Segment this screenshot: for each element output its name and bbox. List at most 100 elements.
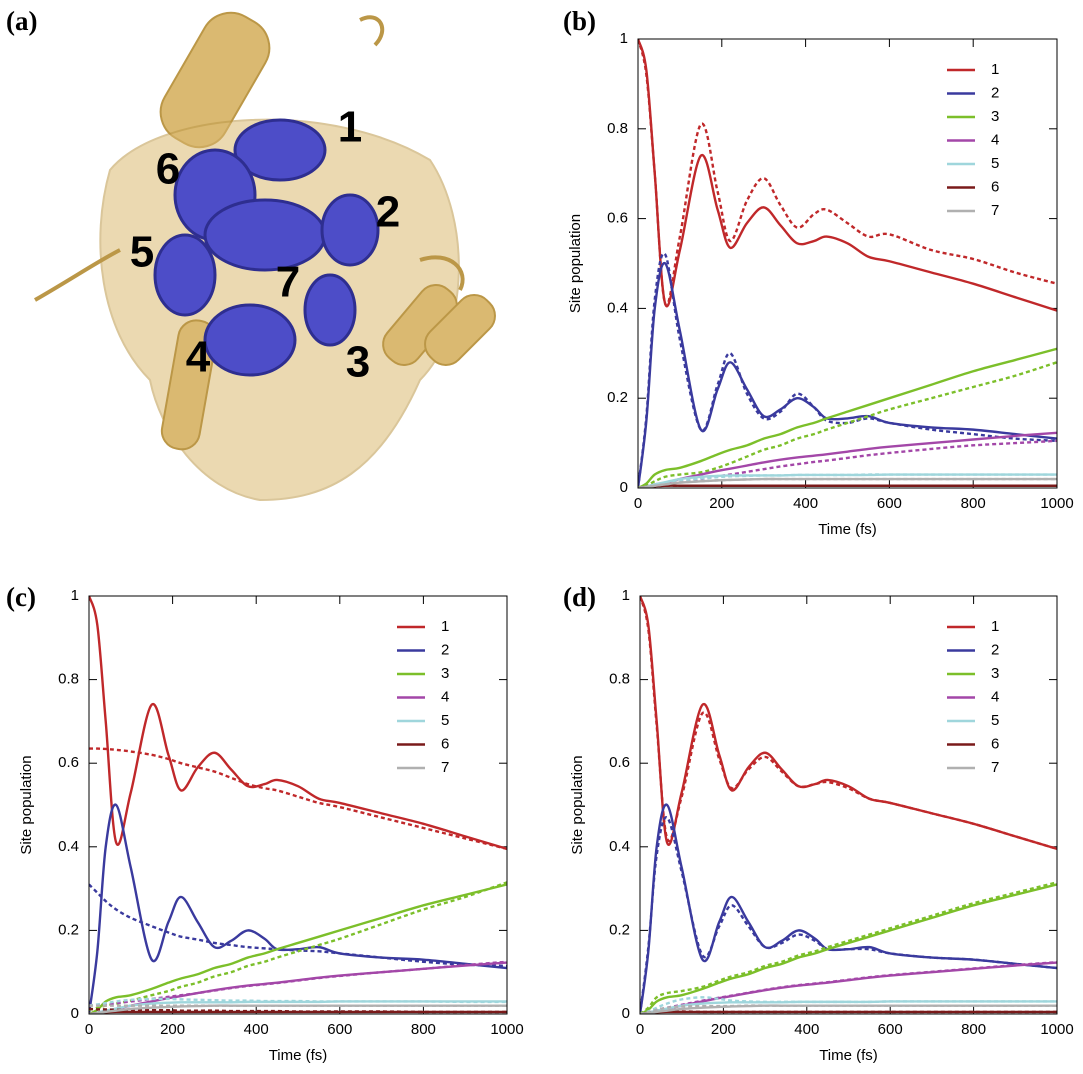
legend-label: 5 (991, 155, 999, 172)
legend-label: 3 (991, 665, 999, 682)
series-line (638, 477, 1057, 488)
series-line (89, 595, 507, 851)
x-tick-label: 1000 (1040, 495, 1073, 512)
y-tick-label: 0 (71, 1005, 79, 1022)
x-tick-label: 0 (634, 495, 642, 512)
fit-line (640, 881, 1057, 1014)
x-tick-label: 1000 (1040, 1021, 1073, 1038)
series-line (640, 595, 1057, 851)
y-axis-label: Site population (18, 755, 35, 854)
legend-label: 4 (991, 131, 999, 148)
legend-label: 5 (441, 712, 449, 729)
x-tick-label: 600 (877, 495, 902, 512)
y-tick-label: 0.4 (58, 838, 79, 855)
series-line (89, 1000, 507, 1014)
y-tick-label: 0.8 (609, 671, 630, 688)
site-label: 5 (130, 228, 154, 277)
y-tick-label: 0.6 (58, 754, 79, 771)
series-line (89, 1010, 507, 1014)
legend-label: 2 (991, 641, 999, 658)
legend-label: 2 (991, 84, 999, 101)
x-tick-label: 1000 (490, 1021, 523, 1038)
series-line (640, 1010, 1057, 1014)
y-tick-label: 1 (622, 587, 630, 604)
x-axis-label: Time (fs) (819, 1047, 878, 1064)
site-label: 7 (276, 258, 300, 307)
panel-label: (d) (563, 582, 596, 612)
y-tick-label: 0.8 (607, 120, 628, 137)
x-tick-label: 0 (636, 1021, 644, 1038)
y-tick-label: 0.6 (609, 754, 630, 771)
series-line (638, 484, 1057, 488)
y-tick-label: 0.4 (609, 838, 630, 855)
legend-label: 2 (441, 641, 449, 658)
x-axis-label: Time (fs) (818, 521, 877, 538)
plot-frame (639, 595, 1058, 1015)
protein-structure: 1 2 3 4 5 6 7 (34, 11, 496, 502)
series-line (638, 38, 1057, 312)
y-tick-label: 0 (620, 479, 628, 496)
legend-label: 7 (441, 759, 449, 776)
fit-line (640, 816, 1057, 1014)
fit-line (89, 747, 507, 851)
x-tick-label: 200 (709, 495, 734, 512)
site-label: 6 (156, 145, 180, 194)
legend-label: 6 (991, 735, 999, 752)
fit-line (89, 883, 507, 968)
legend-label: 1 (991, 618, 999, 635)
site-label: 3 (346, 338, 370, 387)
site-label: 1 (338, 103, 362, 152)
site-label: 2 (376, 188, 400, 237)
series-line (640, 1004, 1057, 1014)
x-tick-label: 400 (793, 495, 818, 512)
legend-label: 1 (441, 618, 449, 635)
legend-label: 3 (991, 108, 999, 125)
panel-label: (c) (6, 582, 36, 612)
legend-label: 6 (441, 735, 449, 752)
site-label: 4 (186, 333, 211, 382)
fit-line (638, 252, 1057, 488)
fit-line (638, 38, 1057, 307)
fit-line (638, 361, 1057, 488)
legend-label: 1 (991, 61, 999, 78)
panel-label: (a) (6, 6, 37, 36)
series-line (638, 347, 1057, 488)
x-tick-label: 0 (85, 1021, 93, 1038)
plot-frame (88, 595, 508, 1015)
x-tick-label: 600 (327, 1021, 352, 1038)
y-axis-label: Site population (567, 214, 584, 313)
x-tick-label: 400 (244, 1021, 269, 1038)
y-tick-label: 1 (620, 30, 628, 47)
y-tick-label: 0.2 (609, 921, 630, 938)
x-tick-label: 800 (961, 495, 986, 512)
x-tick-label: 200 (711, 1021, 736, 1038)
legend-label: 6 (991, 178, 999, 195)
x-tick-label: 600 (878, 1021, 903, 1038)
legend-label: 3 (441, 665, 449, 682)
x-tick-label: 400 (794, 1021, 819, 1038)
y-tick-label: 0.2 (607, 389, 628, 406)
y-tick-label: 0 (622, 1005, 630, 1022)
x-tick-label: 800 (411, 1021, 436, 1038)
panel-label: (b) (563, 6, 596, 36)
series-line (89, 1004, 507, 1014)
y-tick-label: 0.6 (607, 210, 628, 227)
legend-label: 7 (991, 202, 999, 219)
legend-label: 7 (991, 759, 999, 776)
y-tick-label: 1 (71, 587, 79, 604)
series-line (638, 473, 1057, 488)
y-tick-label: 0.8 (58, 671, 79, 688)
x-axis-label: Time (fs) (269, 1047, 328, 1064)
legend-label: 5 (991, 712, 999, 729)
x-tick-label: 800 (961, 1021, 986, 1038)
series-line (638, 262, 1057, 488)
legend-label: 4 (441, 688, 449, 705)
y-tick-label: 0.2 (58, 921, 79, 938)
y-axis-label: Site population (569, 755, 586, 854)
y-tick-label: 0.4 (607, 299, 628, 316)
x-tick-label: 200 (160, 1021, 185, 1038)
fit-line (89, 881, 507, 1011)
series-line (89, 883, 507, 1014)
series-line (640, 883, 1057, 1014)
series-line (640, 803, 1057, 1014)
